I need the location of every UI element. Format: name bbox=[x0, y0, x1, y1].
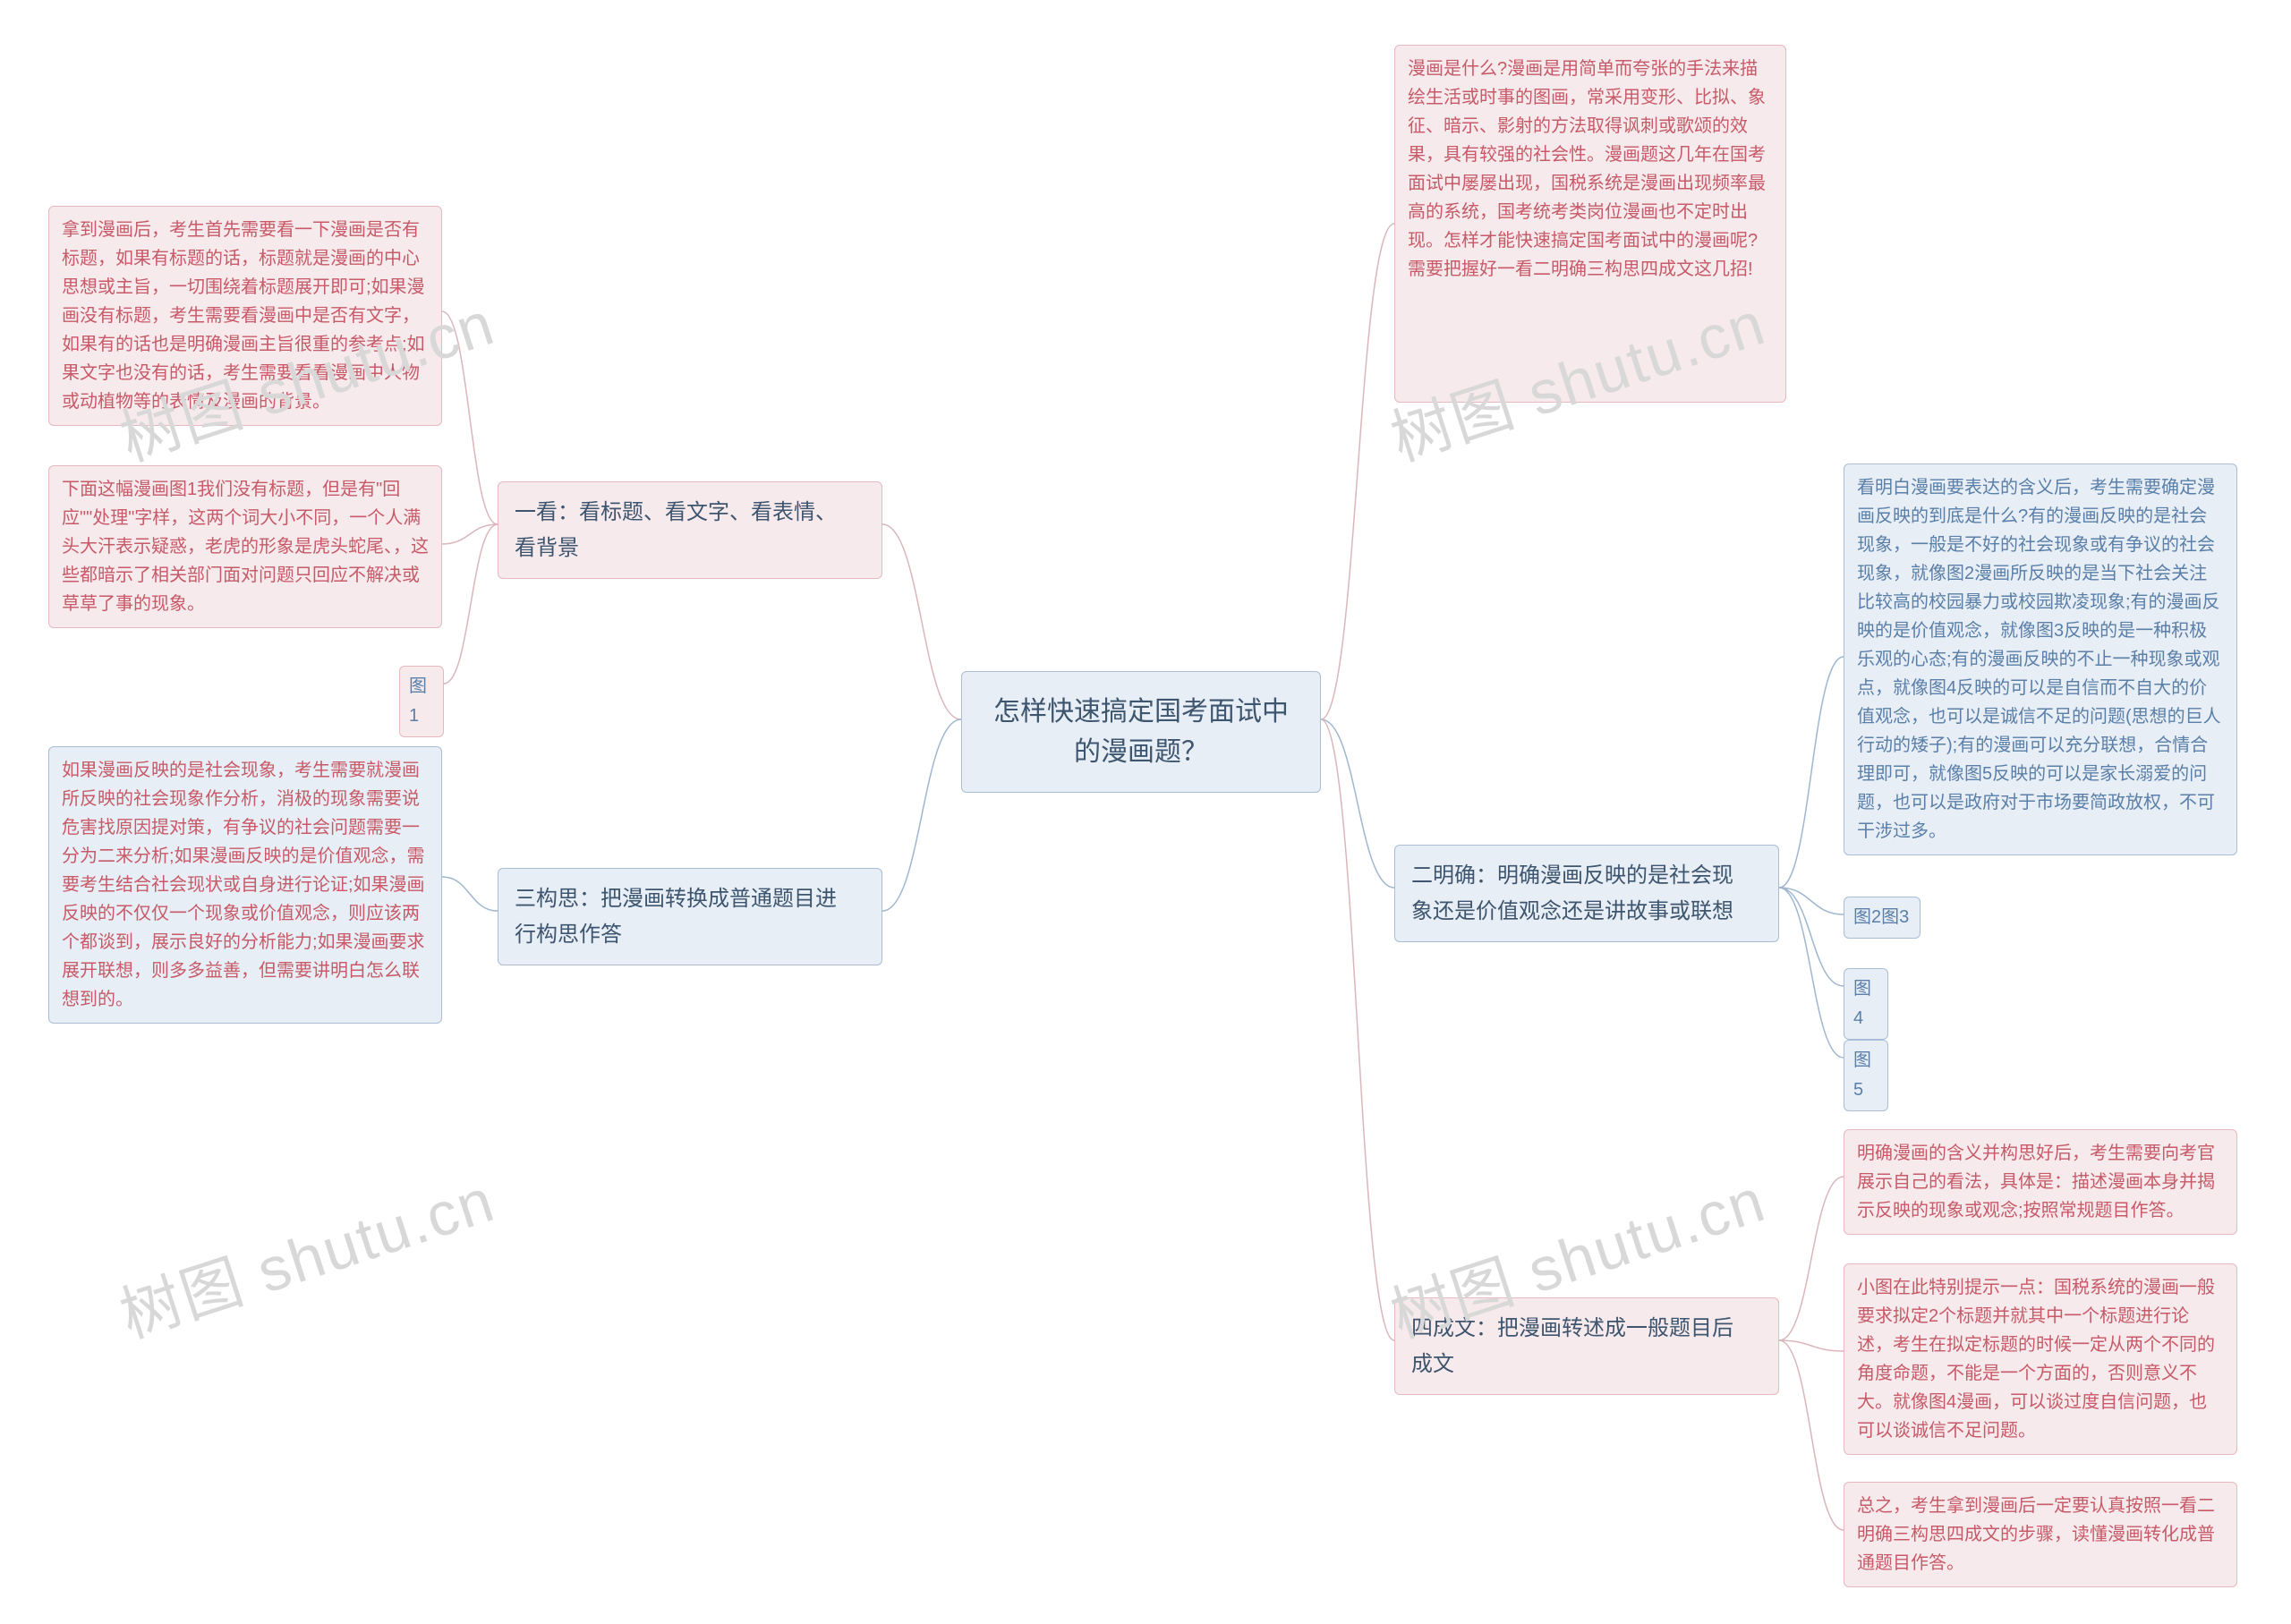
branch-intro[interactable]: 漫画是什么?漫画是用简单而夸张的手法来描绘生活或时事的图画，常采用变形、比拟、象… bbox=[1394, 45, 1786, 403]
connector bbox=[1779, 1340, 1844, 1530]
connector bbox=[1321, 224, 1394, 719]
connector bbox=[1321, 719, 1394, 888]
connector bbox=[1779, 888, 1844, 986]
connector bbox=[882, 524, 961, 719]
leaf-b3c1[interactable]: 如果漫画反映的是社会现象，考生需要就漫画所反映的社会现象作分析，消极的现象需要说… bbox=[48, 746, 442, 1024]
connector bbox=[442, 877, 498, 911]
branch-b3[interactable]: 三构思：把漫画转换成普通题目进行构思作答 bbox=[498, 868, 882, 965]
branch-b4[interactable]: 四成文：把漫画转述成一般题目后成文 bbox=[1394, 1297, 1779, 1395]
connector bbox=[1779, 1340, 1844, 1351]
connector bbox=[1321, 719, 1394, 1340]
leaf-b2c2[interactable]: 图2图3 bbox=[1844, 897, 1921, 939]
branch-b2[interactable]: 二明确：明确漫画反映的是社会现象还是价值观念还是讲故事或联想 bbox=[1394, 845, 1779, 942]
center-node[interactable]: 怎样快速搞定国考面试中的漫画题？ bbox=[961, 671, 1321, 793]
leaf-b2c1[interactable]: 看明白漫画要表达的含义后，考生需要确定漫画反映的到底是什么?有的漫画反映的是社会… bbox=[1844, 463, 2237, 855]
leaf-b1c1[interactable]: 拿到漫画后，考生首先需要看一下漫画是否有标题，如果有标题的话，标题就是漫画的中心… bbox=[48, 206, 442, 426]
watermark: 树图 shutu.cn bbox=[107, 1151, 504, 1355]
connector bbox=[882, 719, 961, 911]
leaf-b2c3[interactable]: 图4 bbox=[1844, 968, 1888, 1040]
leaf-b4c3[interactable]: 总之，考生拿到漫画后一定要认真按照一看二明确三构思四成文的步骤，读懂漫画转化成普… bbox=[1844, 1482, 2237, 1587]
connector bbox=[1779, 888, 1844, 1058]
connector bbox=[442, 311, 498, 524]
leaf-b2c4[interactable]: 图5 bbox=[1844, 1040, 1888, 1111]
connector bbox=[1779, 888, 1844, 914]
leaf-b1c2[interactable]: 下面这幅漫画图1我们没有标题，但是有"回应""处理"字样，这两个词大小不同，一个… bbox=[48, 465, 442, 628]
connector bbox=[444, 524, 498, 684]
connector bbox=[1779, 1177, 1844, 1340]
branch-b1[interactable]: 一看：看标题、看文字、看表情、看背景 bbox=[498, 481, 882, 579]
connector bbox=[442, 524, 498, 544]
leaf-b1c3[interactable]: 图1 bbox=[399, 666, 444, 737]
leaf-b4c2[interactable]: 小图在此特别提示一点：国税系统的漫画一般要求拟定2个标题并就其中一个标题进行论述… bbox=[1844, 1263, 2237, 1455]
leaf-b4c1[interactable]: 明确漫画的含义并构思好后，考生需要向考官展示自己的看法，具体是：描述漫画本身并揭… bbox=[1844, 1129, 2237, 1235]
connector bbox=[1779, 657, 1844, 888]
